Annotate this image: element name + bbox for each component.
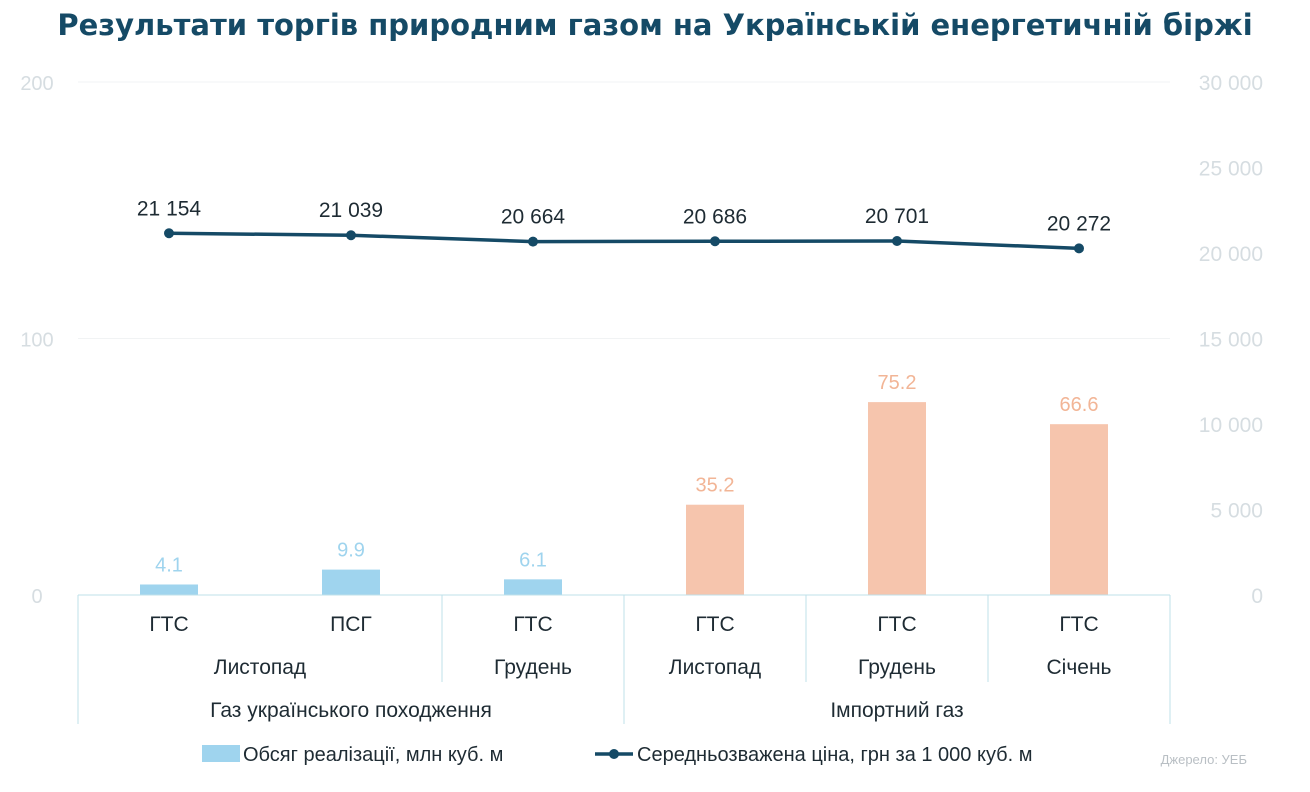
line-value-label: 21 039 (319, 199, 383, 222)
y-left-tick-label: 200 (20, 73, 53, 95)
legend-bar-swatch (202, 745, 240, 762)
bar-value-label: 6.1 (519, 549, 547, 571)
chart-title: Результати торгів природним газом на Укр… (57, 8, 1252, 42)
y-left-tick-label: 100 (20, 330, 53, 352)
bar (504, 579, 562, 595)
category-label: ГТС (149, 613, 188, 636)
bar (140, 584, 198, 595)
month-label: Січень (1047, 656, 1112, 679)
right-y-axis: 0 5 000 10 000 15 000 20 000 25 000 30 000 (1199, 72, 1263, 608)
line-value-label: 20 272 (1047, 212, 1111, 235)
month-label: Грудень (858, 656, 936, 679)
line-value-label: 21 154 (137, 197, 202, 220)
y-left-tick-label: 0 (31, 586, 42, 608)
group-label: Імпортний газ (830, 699, 963, 722)
y-right-tick-label: 10 000 (1199, 414, 1263, 437)
grid (78, 81, 1170, 339)
source-note: Джерело: УЕБ (1161, 752, 1247, 767)
bar-series: 4.1 9.9 6.1 35.2 75.2 66.6 (140, 372, 1108, 595)
bar (1050, 424, 1108, 595)
line-series: 21 154 21 039 20 664 20 686 20 701 20 272 (137, 197, 1111, 254)
y-right-tick-label: 20 000 (1199, 243, 1263, 266)
bar (868, 402, 926, 595)
bar (322, 569, 380, 595)
bar-value-label: 75.2 (878, 372, 917, 394)
line-value-label: 20 664 (501, 206, 566, 229)
category-table: ГТС ПСГ ГТС ГТС ГТС ГТС Листопад Грудень Листопа… (77, 594, 1171, 724)
y-right-tick-label: 5 000 (1210, 500, 1263, 523)
line-point (346, 230, 356, 241)
bar-value-label: 9.9 (337, 540, 365, 562)
y-right-tick-label: 30 000 (1199, 72, 1263, 95)
y-right-tick-label: 25 000 (1199, 158, 1263, 181)
bar-value-label: 4.1 (155, 554, 183, 576)
legend-bar-label: Обсяг реалізації, млн куб. м (243, 744, 503, 766)
line-point (892, 236, 902, 247)
month-label: Листопад (669, 656, 761, 679)
month-label: Листопад (214, 656, 306, 679)
y-right-tick-label: 15 000 (1199, 329, 1263, 352)
line-point (710, 236, 720, 247)
legend: Обсяг реалізації, млн куб. м Середньозва… (202, 744, 1033, 766)
category-label: ГТС (877, 613, 916, 636)
bar (686, 504, 744, 595)
line-point (1074, 243, 1084, 254)
y-right-tick-label: 0 (1251, 585, 1263, 608)
group-label: Газ українського походження (210, 699, 492, 722)
line-value-label: 20 686 (683, 205, 747, 228)
category-label: ГТС (695, 613, 734, 636)
line-point (164, 228, 174, 239)
category-label: ГТС (513, 613, 552, 636)
category-label: ГТС (1059, 613, 1098, 636)
left-y-axis: 0 100 200 (20, 73, 53, 608)
price-line (168, 231, 1080, 251)
bar-value-label: 66.6 (1060, 394, 1099, 416)
category-label: ПСГ (330, 613, 372, 636)
legend-line-marker (609, 749, 619, 759)
legend-line-label: Середньозважена ціна, грн за 1 000 куб. … (637, 744, 1033, 766)
month-label: Грудень (494, 656, 572, 679)
bar-value-label: 35.2 (696, 475, 735, 497)
line-point (528, 236, 538, 247)
line-value-label: 20 701 (865, 205, 929, 228)
